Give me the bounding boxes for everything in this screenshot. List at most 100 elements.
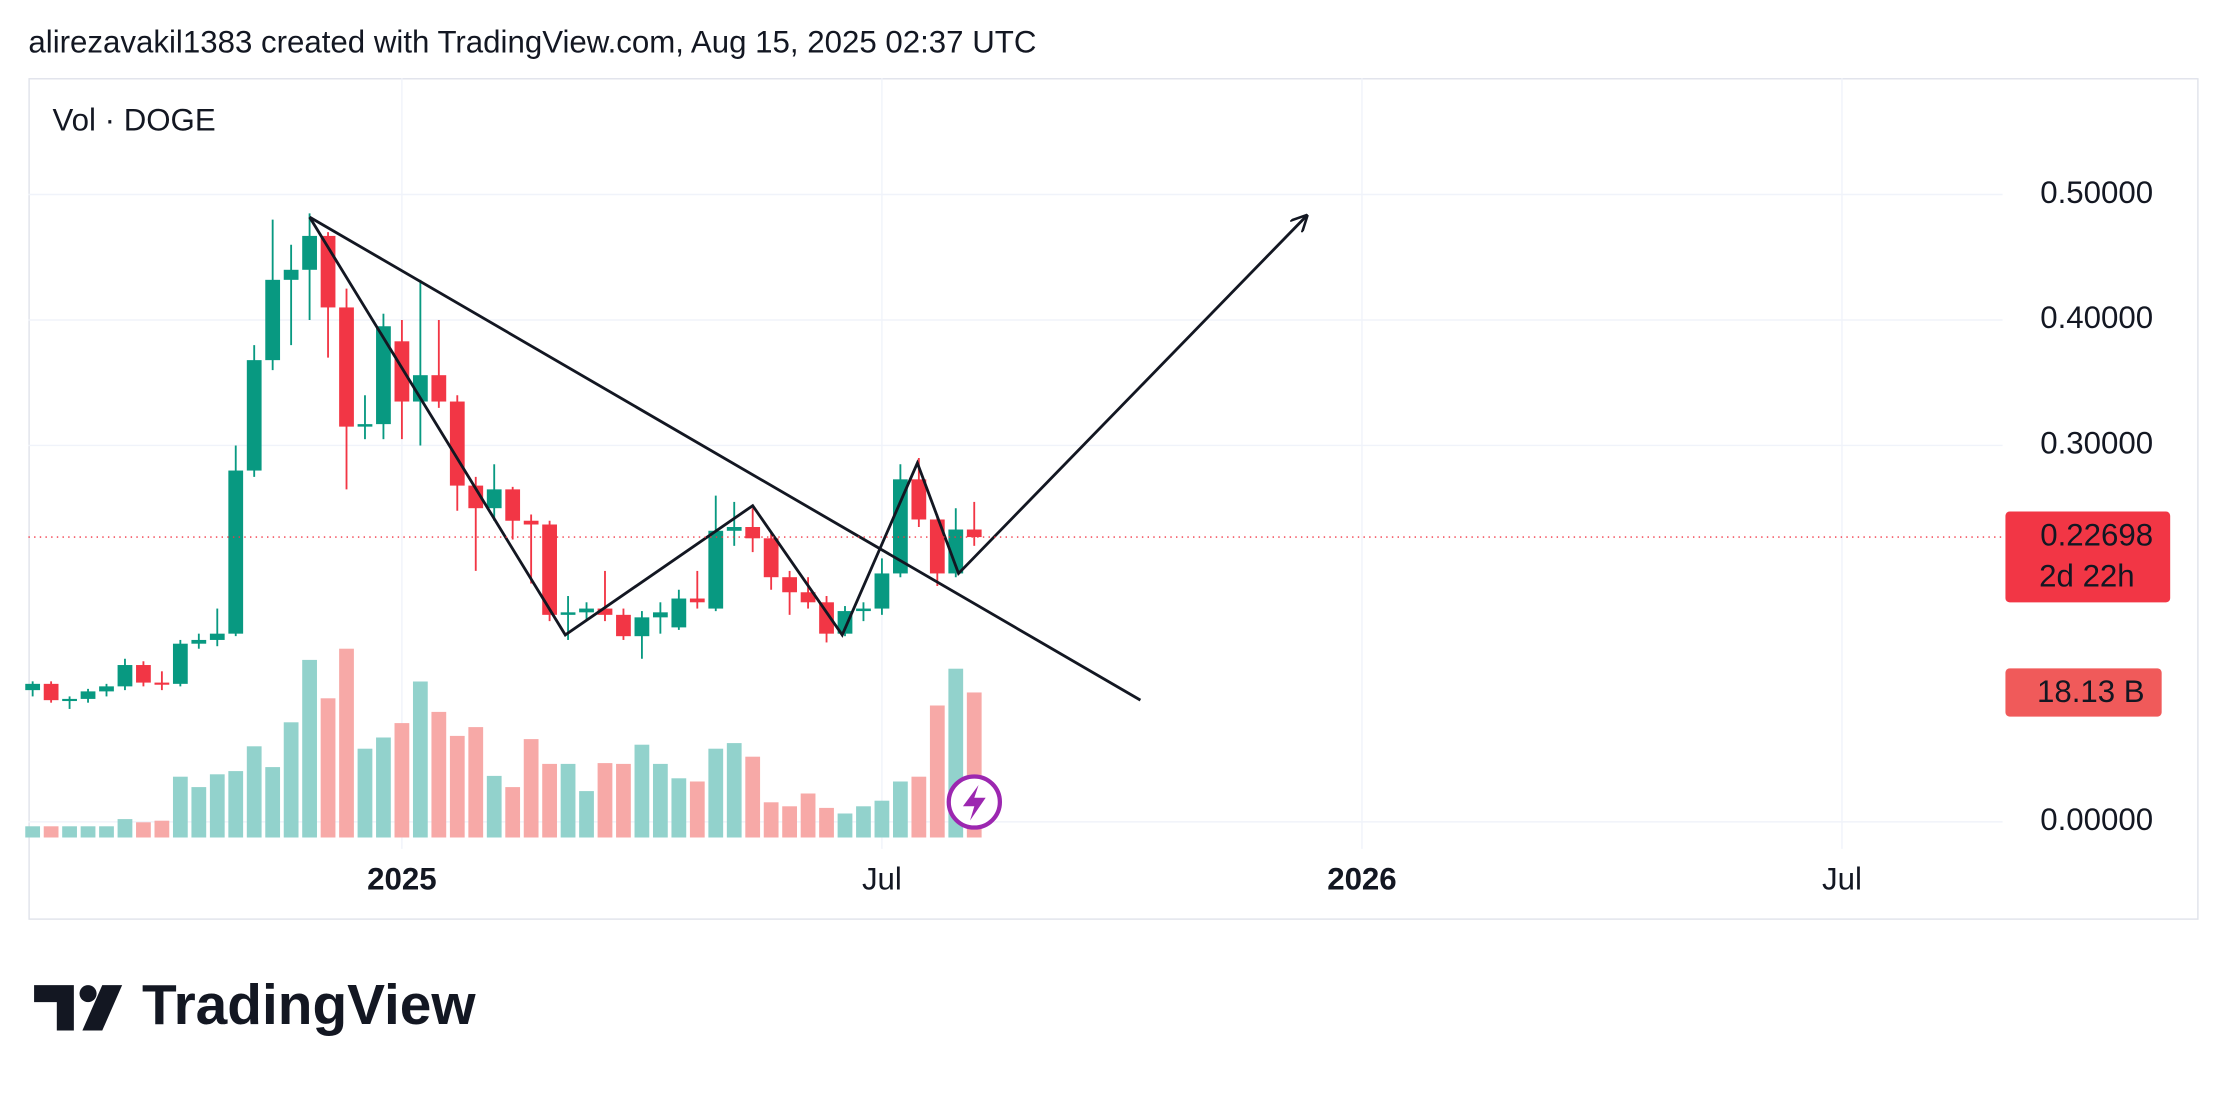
candle-body [634, 617, 650, 637]
candle-body [893, 479, 908, 574]
candle-body [800, 592, 816, 603]
volume-bar [320, 698, 336, 838]
volume-bar [745, 756, 761, 838]
candle-body [99, 686, 114, 692]
candle-body [560, 612, 576, 615]
candle-body [246, 360, 262, 471]
volume-bar [893, 781, 908, 838]
volume-bar [505, 787, 521, 838]
volume-bar [80, 826, 96, 838]
candle-body [782, 577, 797, 593]
candle-body [948, 529, 964, 574]
labels: 0.50000 0.40000 0.30000 0.00000 2025 Jul 2026 J… [367, 175, 2171, 897]
lightning-icon [946, 774, 1003, 830]
volume-bar [99, 826, 114, 838]
volume-bar [136, 822, 151, 838]
candle-body [745, 527, 761, 539]
candle-body [689, 598, 705, 603]
volume-bar [302, 659, 317, 838]
volume-bar [209, 774, 225, 838]
trend-drawing [308, 215, 1142, 702]
candle-body [449, 401, 465, 486]
volume-bar [782, 806, 797, 838]
volume-pane [25, 648, 982, 838]
candle-body [505, 489, 521, 521]
drawings [28, 215, 2003, 702]
x-tick-label: Jul [1822, 862, 1862, 897]
countdown-label: 2d 22h [2039, 558, 2135, 593]
volume-bar [819, 807, 834, 838]
volume-bar [412, 681, 428, 838]
y-tick-label: 0.50000 [2040, 175, 2153, 210]
candle-body [117, 665, 133, 687]
volume-bar [579, 791, 594, 838]
header: alirezavakil1383 created with TradingVie… [28, 24, 1036, 59]
candle-body [579, 608, 594, 613]
candle-body [542, 524, 557, 615]
candle-body [486, 489, 502, 509]
volume-bar [597, 763, 613, 838]
candle-body [652, 612, 668, 618]
y-tick-label: 0.30000 [2040, 426, 2153, 461]
candle-body [154, 682, 170, 685]
volume-bar [43, 826, 59, 838]
candle-body [819, 602, 834, 634]
candle-body [265, 279, 281, 361]
candle-body [172, 643, 188, 684]
volume-bar [689, 781, 705, 838]
candle-body [209, 633, 225, 640]
volume-bar [929, 705, 945, 838]
volume-bar [376, 737, 391, 838]
volume-bar [486, 775, 502, 838]
volume-bar [856, 806, 871, 838]
legend: Vol · DOGE [53, 102, 216, 137]
candle-body [43, 683, 59, 701]
candle-body [357, 424, 373, 427]
volume-bar [523, 739, 539, 838]
candle-body [929, 519, 945, 574]
candle-body [431, 375, 447, 402]
volume-bar [246, 746, 262, 838]
volume-bar [708, 748, 724, 838]
volume-bar [449, 735, 465, 838]
candle-body [468, 485, 484, 509]
candle-body [412, 375, 428, 402]
volume-label-bg [2005, 668, 2162, 717]
volume-bar [154, 820, 170, 838]
volume-bar [357, 748, 373, 838]
candle-body [136, 665, 151, 683]
x-tick-label: 2026 [1327, 862, 1396, 897]
candle-body [62, 698, 77, 702]
candle-body [283, 269, 299, 280]
volume-bar [117, 819, 133, 838]
y-tick-label: 0.00000 [2040, 802, 2153, 837]
candle-body [523, 520, 539, 525]
volume-bar [837, 813, 853, 838]
candle-body [191, 639, 207, 644]
volume-bar [671, 778, 687, 838]
candle-body [763, 538, 779, 578]
volume-bar [874, 800, 890, 838]
candle-body [339, 307, 354, 427]
volume-bar [634, 744, 650, 838]
candles [25, 213, 982, 709]
candle-body [228, 470, 244, 634]
candle-body [80, 691, 96, 699]
logo: TradingView [34, 974, 476, 1037]
candle-body [726, 527, 742, 531]
volume-bar [172, 776, 188, 838]
volume-bar [394, 723, 410, 838]
volume-bar [726, 743, 742, 838]
price-label-bg [2005, 511, 2171, 603]
volume-bar [339, 648, 354, 838]
volume-bar [62, 826, 77, 838]
y-tick-label: 0.40000 [2040, 300, 2153, 335]
volume-bar [542, 763, 557, 838]
volume-bar [560, 763, 576, 838]
volume-label: 18.13 B [2037, 674, 2145, 709]
volume-bar [800, 793, 816, 838]
x-tick-label: Jul [862, 862, 902, 897]
volume-bar [265, 767, 281, 838]
volume-bar [25, 826, 41, 838]
